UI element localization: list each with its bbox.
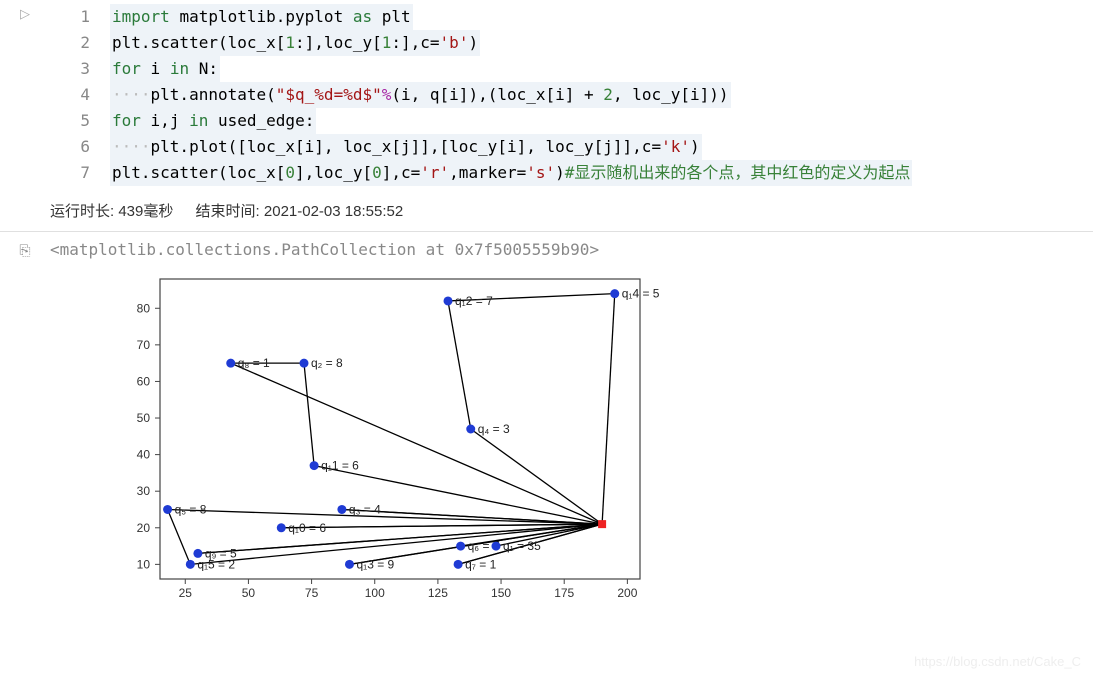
svg-text:q₁ = 35: q₁ = 35: [503, 539, 541, 553]
plot-output: 25 50 75 100 125 150 175 200 10 20 30 40 50 60 70 80 q₈ …: [100, 269, 660, 619]
line-numbers: 1234567: [50, 0, 110, 186]
svg-text:25: 25: [179, 586, 193, 600]
svg-text:q₄ = 3: q₄ = 3: [478, 422, 510, 436]
svg-text:q₁3 = 9: q₁3 = 9: [356, 557, 394, 571]
svg-text:175: 175: [554, 586, 574, 600]
svg-text:200: 200: [617, 586, 637, 600]
svg-text:100: 100: [365, 586, 385, 600]
svg-text:80: 80: [137, 301, 151, 315]
svg-text:q₅ = 8: q₅ = 8: [175, 502, 207, 516]
divider: [0, 231, 1093, 232]
svg-text:q₈ = 1: q₈ = 1: [238, 356, 270, 370]
svg-text:q₁1 = 6: q₁1 = 6: [321, 459, 359, 473]
svg-text:50: 50: [137, 411, 151, 425]
svg-text:40: 40: [137, 448, 151, 462]
watermark: https://blog.csdn.net/Cake_C: [914, 654, 1081, 669]
svg-text:q₂ = 8: q₂ = 8: [311, 356, 343, 370]
svg-text:10: 10: [137, 557, 151, 571]
code-cell: ▷ 1234567 import matplotlib.pyplot as pl…: [0, 0, 1093, 186]
svg-text:q₇ = 1: q₇ = 1: [465, 557, 496, 571]
svg-text:q₉ = 5: q₉ = 5: [205, 546, 237, 560]
svg-text:60: 60: [137, 374, 151, 388]
svg-text:75: 75: [305, 586, 319, 600]
code-editor[interactable]: import matplotlib.pyplot as pltplt.scatt…: [110, 0, 1093, 186]
run-endtime: 结束时间: 2021-02-03 18:55:52: [196, 203, 404, 220]
svg-text:125: 125: [428, 586, 448, 600]
svg-text:30: 30: [137, 484, 151, 498]
svg-text:70: 70: [137, 338, 151, 352]
output-icon: ⎘: [0, 240, 50, 259]
svg-text:20: 20: [137, 521, 151, 535]
matplotlib-figure: 25 50 75 100 125 150 175 200 10 20 30 40 50 60 70 80 q₈ …: [100, 269, 660, 619]
run-duration: 运行时长: 439毫秒: [50, 203, 173, 220]
run-info: 运行时长: 439毫秒 结束时间: 2021-02-03 18:55:52: [50, 200, 1093, 221]
run-icon[interactable]: ▷: [20, 6, 30, 22]
svg-text:150: 150: [491, 586, 511, 600]
svg-text:q₁2 = 7: q₁2 = 7: [455, 294, 493, 308]
run-gutter: ▷: [0, 0, 50, 24]
svg-text:q₁4 = 5: q₁4 = 5: [622, 287, 660, 301]
svg-text:50: 50: [242, 586, 256, 600]
svg-text:q₃ = 4: q₃ = 4: [349, 502, 381, 516]
svg-text:q₁0 = 6: q₁0 = 6: [288, 521, 326, 535]
output-cell: ⎘ <matplotlib.collections.PathCollection…: [0, 240, 1093, 619]
output-repr: <matplotlib.collections.PathCollection a…: [50, 240, 660, 259]
